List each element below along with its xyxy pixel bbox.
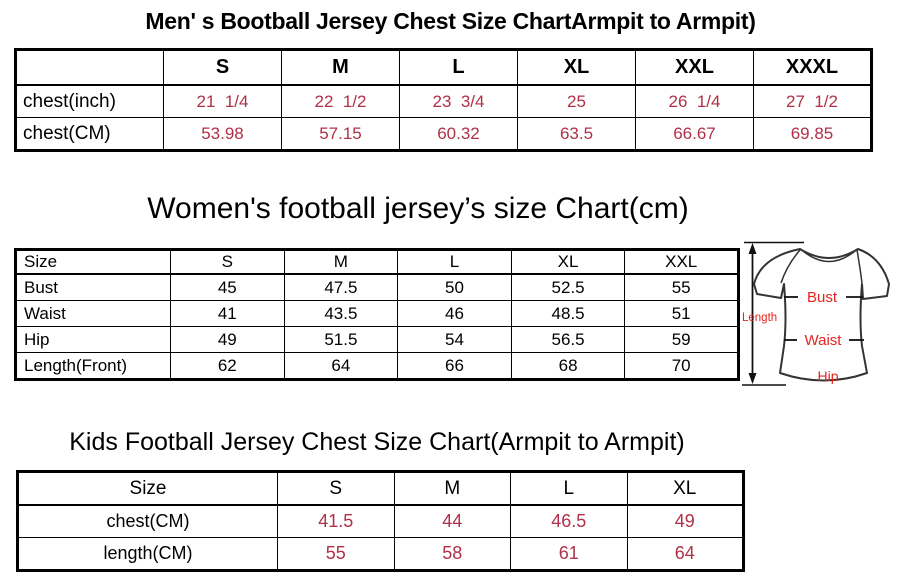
column-header: L [510, 471, 628, 506]
cell-value: 41 [170, 300, 285, 327]
mens-chart-title: Men' s Bootball Jersey Chest Size ChartA… [145, 8, 756, 34]
cell-value: 50 [397, 273, 512, 301]
cell-value: 43.5 [283, 300, 399, 327]
cell-value: 47.5 [283, 273, 399, 301]
table-row: chest(CM) 53.98 57.15 60.32 63.5 66.67 69.85 [15, 117, 872, 151]
cell-value: 55 [624, 273, 739, 301]
tshirt-measurement-diagram: Bust Waist Hip Length [742, 241, 890, 386]
column-header: XL [626, 471, 744, 506]
table-row: length(CM) 55 58 61 64 [17, 537, 744, 571]
row-label: Waist [15, 300, 171, 327]
cell-value: 21 1/4 [163, 84, 282, 118]
womens-size-table: Size S M L XL XXL Bust 45 47.5 50 52.5 55 Waist 41 43.… [14, 248, 740, 381]
cell-value: 45 [170, 273, 285, 301]
cell-value: 25 [517, 84, 636, 118]
cell-value: 66.67 [635, 117, 754, 151]
row-label: Hip [15, 326, 171, 353]
column-header: M [393, 471, 511, 506]
waist-label: Waist [805, 332, 843, 349]
cell-value: 63.5 [517, 117, 636, 151]
column-header: Size [17, 471, 278, 506]
table-row: Waist 41 43.5 46 48.5 51 [15, 300, 739, 327]
table-row: chest(inch) 21 1/4 22 1/2 23 3/4 25 26 1/4 27 … [15, 84, 872, 118]
column-header: Size [15, 249, 171, 275]
column-header: L [397, 249, 512, 275]
cell-value: 46 [397, 300, 512, 327]
cell-value: 66 [397, 352, 512, 380]
cell-value: 41.5 [277, 504, 395, 538]
column-header: XL [510, 249, 626, 275]
header-row: S M L XL XXL XXXL [15, 49, 872, 86]
cell-value: 53.98 [163, 117, 282, 151]
header-row: Size S M L XL XXL [15, 249, 739, 275]
column-header: XXL [624, 249, 739, 275]
column-header: M [281, 49, 400, 86]
cell-value: 46.5 [510, 504, 628, 538]
cell-value: 27 1/2 [753, 84, 872, 118]
column-header: M [283, 249, 399, 275]
cell-value: 51.5 [283, 326, 399, 353]
cell-value: 54 [397, 326, 512, 353]
column-header: S [170, 249, 285, 275]
hip-label: Hip [817, 368, 838, 384]
row-label: Bust [15, 273, 171, 301]
cell-value: 52.5 [510, 273, 626, 301]
cell-value: 59 [624, 326, 739, 353]
column-header: L [399, 49, 518, 86]
column-header: XXXL [753, 49, 872, 86]
column-header: S [277, 471, 395, 506]
length-arrow [748, 243, 757, 384]
table-row: Length(Front) 62 64 66 68 70 [15, 352, 739, 380]
cell-value: 51 [624, 300, 739, 327]
cell-value: 49 [170, 326, 285, 353]
cell-value: 64 [626, 537, 744, 571]
cell-value: 57.15 [281, 117, 400, 151]
header-row: Size S M L XL [17, 471, 744, 506]
cell-value: 48.5 [510, 300, 626, 327]
row-label: Length(Front) [15, 352, 171, 380]
cell-value: 69.85 [753, 117, 872, 151]
bust-label: Bust [807, 289, 838, 306]
length-label: Length [742, 312, 777, 324]
cell-value: 58 [393, 537, 511, 571]
column-header [15, 49, 164, 86]
cell-value: 49 [626, 504, 744, 538]
table-row: Bust 45 47.5 50 52.5 55 [15, 273, 739, 301]
cell-value: 68 [510, 352, 626, 380]
cell-value: 62 [170, 352, 285, 380]
column-header: XL [517, 49, 636, 86]
cell-value: 70 [624, 352, 739, 380]
womens-chart-title: Women's football jersey’s size Chart(cm) [147, 192, 689, 225]
row-label: chest(inch) [15, 84, 164, 118]
cell-value: 56.5 [510, 326, 626, 353]
cell-value: 60.32 [399, 117, 518, 151]
cell-value: 23 3/4 [399, 84, 518, 118]
table-row: Hip 49 51.5 54 56.5 59 [15, 326, 739, 353]
column-header: S [163, 49, 282, 86]
cell-value: 61 [510, 537, 628, 571]
cell-value: 44 [393, 504, 511, 538]
kids-chart-title: Kids Football Jersey Chest Size Chart(Ar… [69, 428, 685, 456]
cell-value: 26 1/4 [635, 84, 754, 118]
row-label: length(CM) [17, 537, 278, 571]
table-row: chest(CM) 41.5 44 46.5 49 [17, 504, 744, 538]
column-header: XXL [635, 49, 754, 86]
cell-value: 22 1/2 [281, 84, 400, 118]
kids-size-table: Size S M L XL chest(CM) 41.5 44 46.5 49 length(CM)… [16, 470, 745, 572]
tshirt-outline-icon [753, 248, 890, 382]
mens-size-table: S M L XL XXL XXXL chest(inch) 21 1/4 22 1/2 23 3/… [14, 48, 873, 152]
cell-value: 64 [283, 352, 399, 380]
cell-value: 55 [277, 537, 395, 571]
row-label: chest(CM) [15, 117, 164, 151]
row-label: chest(CM) [17, 504, 278, 538]
